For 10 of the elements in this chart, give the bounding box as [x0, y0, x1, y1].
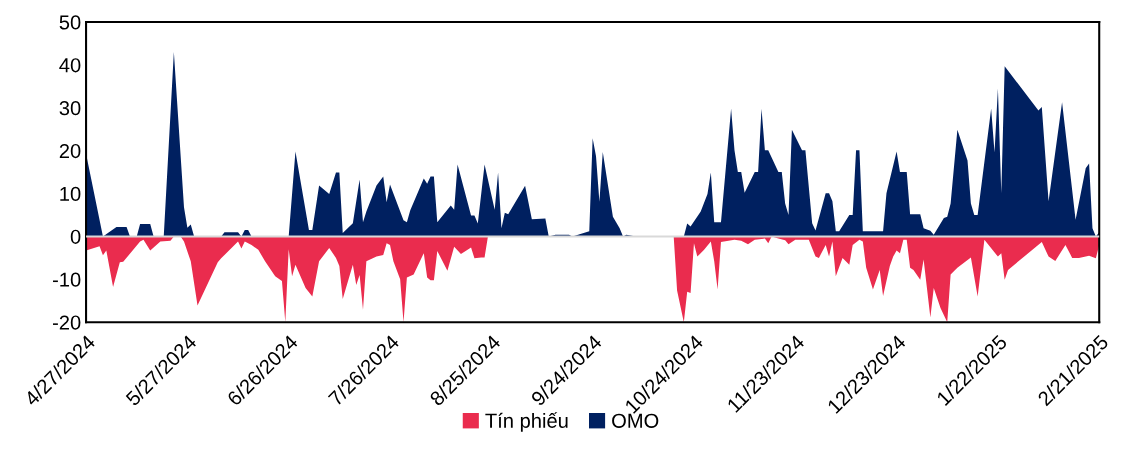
y-tick-label: 40 — [59, 58, 81, 73]
y-tick-label: 0 — [70, 229, 81, 244]
y-tick-label: 50 — [59, 15, 81, 30]
y-tick-label: -20 — [52, 315, 81, 330]
y-tick-label: 30 — [59, 101, 81, 116]
legend-label: OMO — [612, 413, 659, 428]
y-tick-label: 20 — [59, 143, 81, 159]
legend-label: Tín phiếu — [485, 412, 568, 432]
y-tick-label: -10 — [52, 272, 81, 287]
y-tick-label: 10 — [60, 186, 81, 202]
